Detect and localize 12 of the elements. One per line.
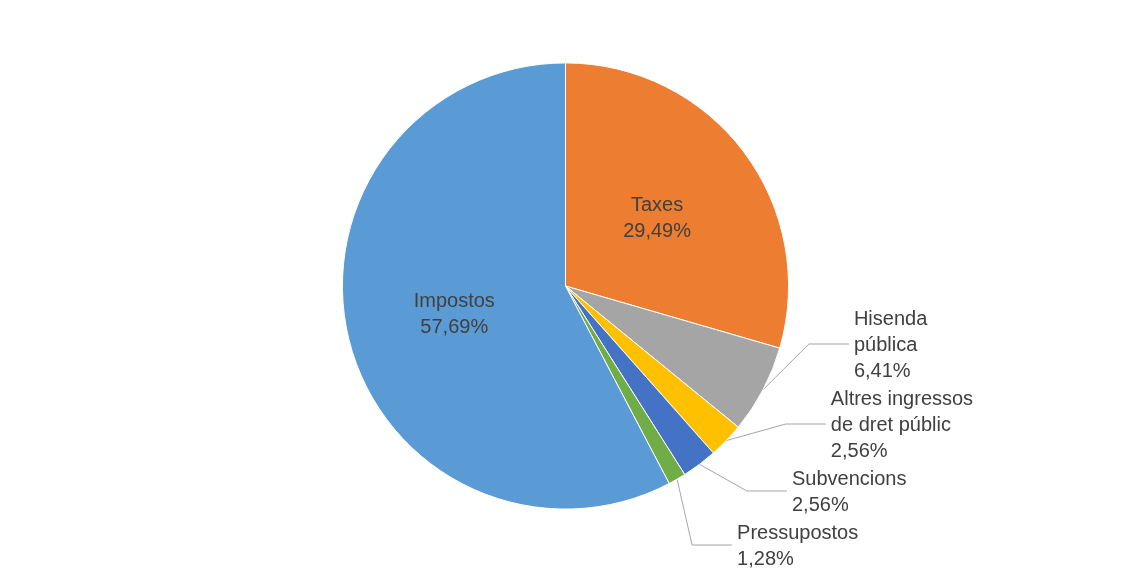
slice-label: Altres ingressos de dret públic	[830, 387, 979, 435]
data-label: 57,69%	[420, 315, 489, 338]
slice-label: Subvencions	[791, 467, 907, 489]
slice-label: Hisenda pública	[853, 307, 933, 355]
data-label: 29,49%	[623, 219, 692, 242]
slice-label: Pressupostos	[737, 521, 859, 543]
data-label: 2,56%	[830, 439, 888, 461]
slice-label: Taxes	[630, 193, 684, 216]
data-label: 6,41%	[853, 359, 911, 381]
data-label: 1,28%	[737, 547, 794, 569]
slice-label: Impostos	[413, 289, 495, 312]
data-label: 2,56%	[791, 493, 849, 515]
